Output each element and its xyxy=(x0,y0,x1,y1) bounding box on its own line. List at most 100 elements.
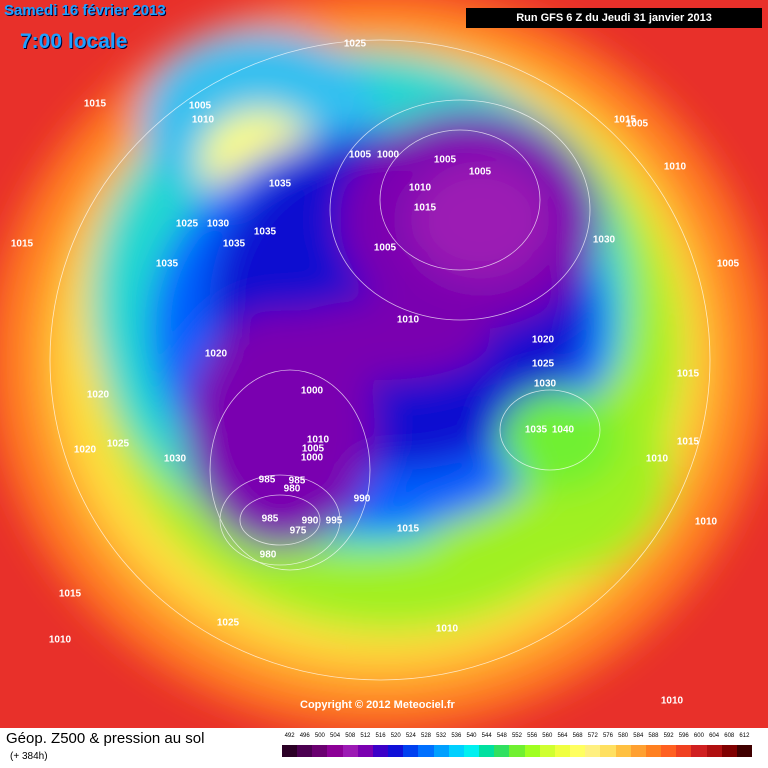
scale-label: 496 xyxy=(299,733,310,739)
pressure-label: 1010 xyxy=(409,183,432,194)
scale-label: 548 xyxy=(496,733,507,739)
scale-label: 596 xyxy=(678,733,689,739)
pressure-label: 1020 xyxy=(74,445,97,456)
scale-label: 500 xyxy=(314,733,325,739)
pressure-label: 985 xyxy=(289,476,306,487)
pressure-label: 995 xyxy=(326,516,343,527)
scale-label: 544 xyxy=(481,733,492,739)
pressure-label: 1015 xyxy=(397,524,420,535)
pressure-label: 1005 xyxy=(717,259,740,270)
pressure-label: 1010 xyxy=(397,315,420,326)
pressure-label: 980 xyxy=(284,484,301,495)
scale-swatch xyxy=(600,745,616,757)
scale-swatch xyxy=(357,745,373,757)
scale-swatch xyxy=(554,745,571,757)
scale-label: 512 xyxy=(360,733,371,739)
pressure-label: 1005 xyxy=(469,167,492,178)
pressure-label: 990 xyxy=(302,516,319,527)
pressure-label: 985 xyxy=(262,514,279,525)
pressure-label: 1035 xyxy=(254,227,277,238)
scale-label: 580 xyxy=(618,733,629,739)
scale-label: 584 xyxy=(633,733,644,739)
scale-swatch xyxy=(388,745,404,757)
date: Samedi 16 février 2013 xyxy=(4,2,166,19)
scale-swatch xyxy=(312,745,328,757)
scale-swatch xyxy=(403,745,419,757)
pressure-label: 1025 xyxy=(176,219,199,230)
pressure-label: 1005 xyxy=(626,119,649,130)
scale-swatch xyxy=(494,745,510,757)
pressure-label: 1015 xyxy=(59,589,82,600)
scale-swatch xyxy=(433,745,449,757)
pressure-label: 1035 xyxy=(223,239,246,250)
pressure-label: 1010 xyxy=(664,162,687,173)
scale-label: 528 xyxy=(421,733,432,739)
scale-label: 612 xyxy=(739,733,750,739)
scale-swatch xyxy=(418,745,434,757)
scale-swatch xyxy=(661,745,677,757)
time: 7:00 locale xyxy=(20,30,128,53)
scale-label: 532 xyxy=(436,733,447,739)
scale-swatch xyxy=(539,745,555,757)
pressure-label: 1015 xyxy=(84,99,107,110)
pressure-label: 1025 xyxy=(344,39,367,50)
run-info: Run GFS 6 Z du Jeudi 31 janvier 2013 xyxy=(466,8,762,28)
pressure-label: 1005 xyxy=(434,155,457,166)
scale-swatch xyxy=(585,745,601,757)
pressure-label: 1015 xyxy=(414,203,437,214)
scale-label: 576 xyxy=(602,733,613,739)
scale-label: 604 xyxy=(709,733,720,739)
scale-label: 600 xyxy=(693,733,704,739)
pressure-label: 1010 xyxy=(49,635,72,646)
footer-lead: (+ 384h) xyxy=(10,751,48,762)
pressure-label: 1010 xyxy=(192,115,215,126)
pressure-label: 1025 xyxy=(217,618,240,629)
scale-swatch xyxy=(282,745,298,757)
pressure-label: 1020 xyxy=(205,349,228,360)
scale-label: 540 xyxy=(466,733,477,739)
pressure-label: 1030 xyxy=(164,454,187,465)
scale-label: 588 xyxy=(648,733,659,739)
pressure-label: 980 xyxy=(260,550,277,561)
pressure-label: 1010 xyxy=(695,517,718,528)
scale-swatch xyxy=(706,745,722,757)
pressure-label: 1010 xyxy=(436,624,459,635)
copyright: Copyright © 2012 Meteociel.fr xyxy=(300,699,455,711)
pressure-label: 1015 xyxy=(11,239,34,250)
pressure-label: 1030 xyxy=(534,379,557,390)
pressure-label: 1000 xyxy=(301,386,324,397)
pressure-label: 1015 xyxy=(614,115,637,126)
pressure-label: 1000 xyxy=(301,453,324,464)
scale-label: 568 xyxy=(572,733,583,739)
scale-swatch xyxy=(524,745,540,757)
isobar-lines xyxy=(49,39,711,681)
scale-label: 552 xyxy=(511,733,522,739)
color-scale: 492 496 500 504 508 512 516 520 524 528 532 536 540 5… xyxy=(282,733,752,763)
scale-label: 608 xyxy=(724,733,735,739)
pressure-label: 975 xyxy=(290,526,307,537)
scale-swatch xyxy=(615,745,631,757)
scale-label: 592 xyxy=(663,733,674,739)
pressure-label: 1020 xyxy=(532,335,555,346)
scale-swatch xyxy=(297,745,313,757)
scale-swatch xyxy=(448,745,464,757)
scale-swatch xyxy=(463,745,480,757)
pressure-label: 1010 xyxy=(646,454,669,465)
scale-swatch xyxy=(570,745,586,757)
pressure-label: 1030 xyxy=(207,219,230,230)
scale-label: 564 xyxy=(557,733,568,739)
pressure-label: 1005 xyxy=(189,101,212,112)
scale-label: 572 xyxy=(587,733,598,739)
pressure-label: 1020 xyxy=(87,390,110,401)
scale-label: 516 xyxy=(375,733,386,739)
footer-title: Géop. Z500 & pression au sol xyxy=(6,730,205,747)
scale-swatch xyxy=(327,745,343,757)
scale-label: 492 xyxy=(284,733,295,739)
scale-swatch xyxy=(736,745,752,757)
scale-swatch xyxy=(676,745,692,757)
pressure-label: 1010 xyxy=(307,435,330,446)
scale-swatch xyxy=(721,745,737,757)
pressure-label: 1005 xyxy=(302,444,325,455)
pressure-label: 1040 xyxy=(552,425,575,436)
